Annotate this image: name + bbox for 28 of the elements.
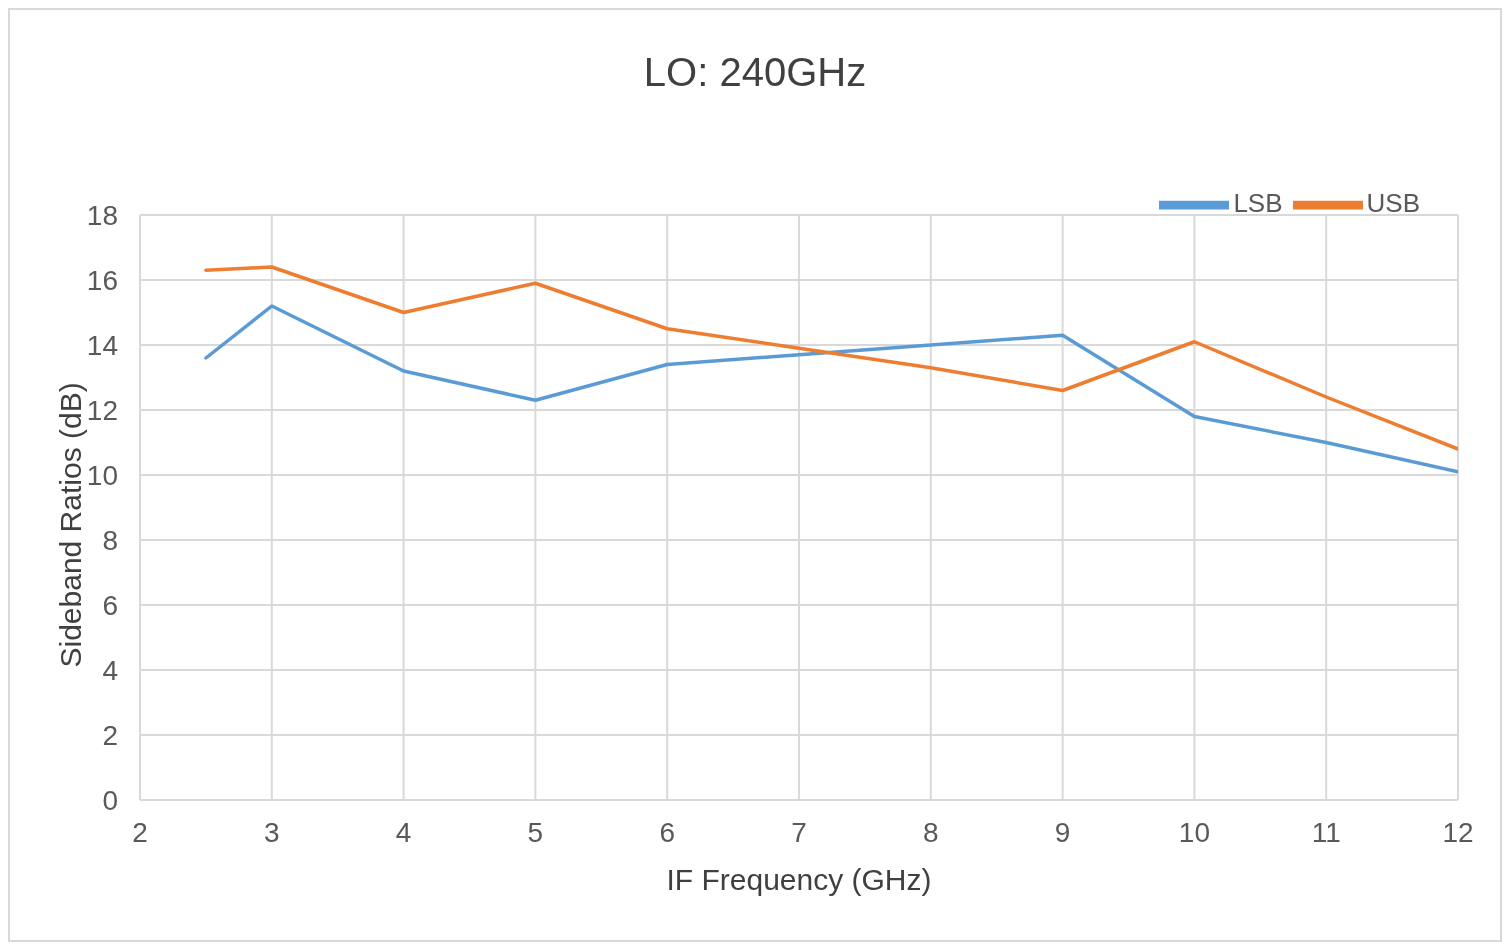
y-tick-label: 0 bbox=[102, 784, 118, 816]
line-series bbox=[204, 304, 1458, 474]
y-axis-title: Sideband Ratios (dB) bbox=[53, 382, 87, 668]
y-tick-label: 14 bbox=[86, 329, 118, 361]
y-tick-label: 10 bbox=[86, 459, 118, 491]
chart-title: LO: 240GHz bbox=[642, 50, 868, 95]
y-tick-label: 12 bbox=[86, 394, 118, 426]
legend-label: USB bbox=[1366, 187, 1420, 218]
x-axis-title: IF Frequency (GHz) bbox=[666, 863, 932, 896]
line-series bbox=[204, 265, 1458, 451]
x-tick-label: 11 bbox=[1311, 816, 1341, 848]
x-tick-label: 8 bbox=[923, 816, 939, 848]
y-tick-label: 2 bbox=[102, 719, 118, 751]
x-tick-label: 6 bbox=[659, 816, 675, 848]
x-tick-label: 7 bbox=[791, 816, 807, 848]
x-tick-label: 10 bbox=[1178, 816, 1210, 848]
legend-label: LSB bbox=[1233, 187, 1283, 218]
x-tick-label: 9 bbox=[1054, 816, 1071, 848]
y-tick-label: 16 bbox=[86, 264, 118, 296]
x-tick-label: 5 bbox=[527, 816, 544, 848]
x-tick-label: 12 bbox=[1442, 816, 1474, 848]
y-tick-label: 6 bbox=[102, 589, 118, 621]
y-tick-label: 8 bbox=[102, 524, 118, 556]
x-tick-label: 2 bbox=[132, 816, 148, 848]
x-tick-label: 3 bbox=[264, 816, 280, 848]
y-tick-label: 4 bbox=[102, 654, 118, 686]
y-tick-label: 18 bbox=[86, 199, 118, 231]
x-tick-label: 4 bbox=[395, 816, 412, 848]
